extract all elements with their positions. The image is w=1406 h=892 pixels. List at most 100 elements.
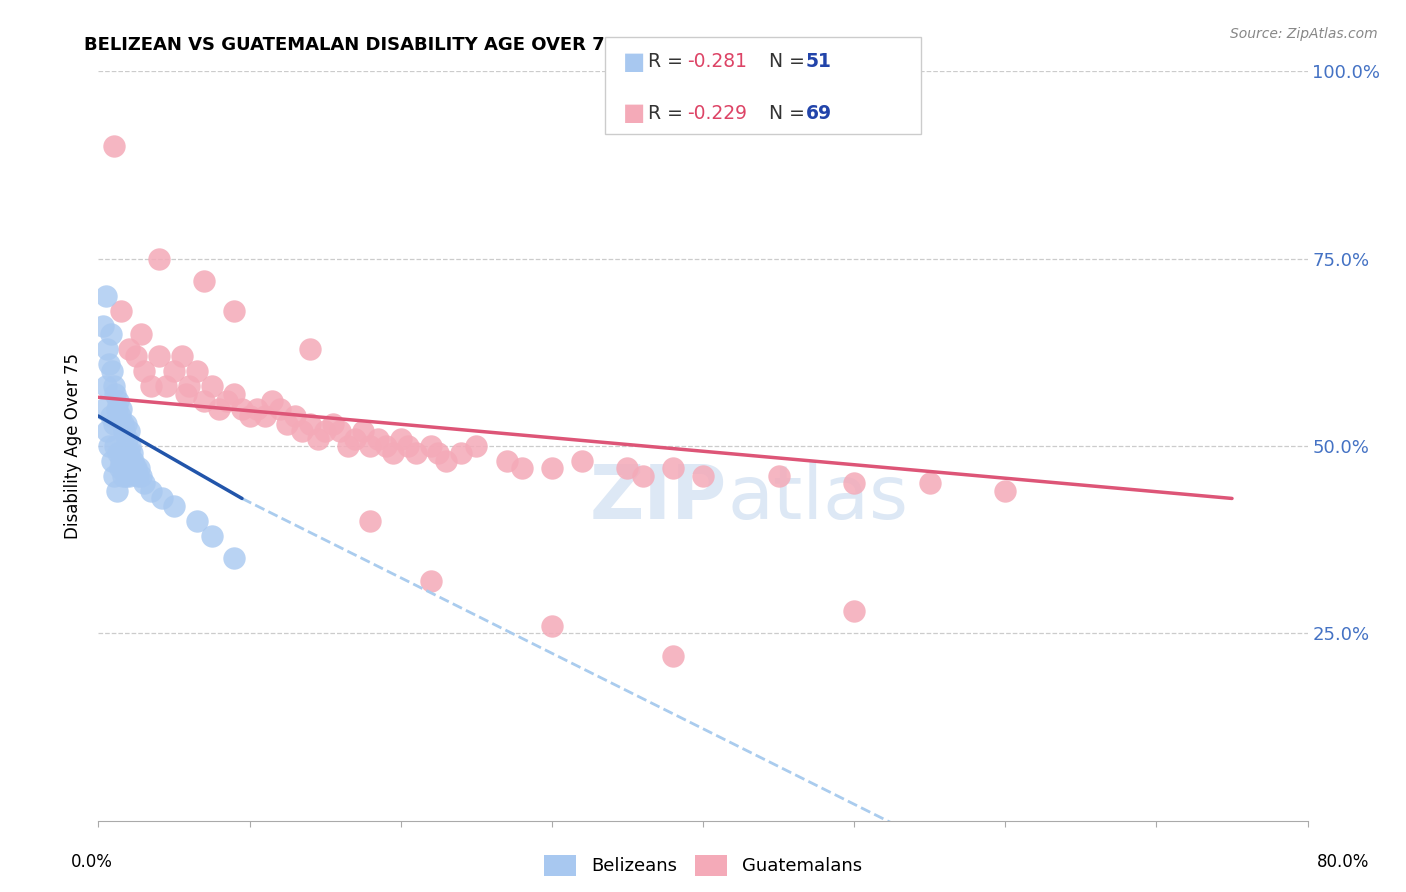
Point xyxy=(450,446,472,460)
Point xyxy=(118,424,141,438)
Point xyxy=(98,439,121,453)
Point xyxy=(616,461,638,475)
Point xyxy=(661,461,683,475)
Point xyxy=(360,439,382,453)
Point xyxy=(262,394,284,409)
Point xyxy=(132,364,155,378)
Point xyxy=(127,469,149,483)
Point xyxy=(231,401,253,416)
Point xyxy=(193,274,215,288)
Point xyxy=(103,139,125,153)
Point xyxy=(367,432,389,446)
Point xyxy=(631,469,654,483)
Point xyxy=(108,409,131,423)
Point xyxy=(93,401,115,416)
Point xyxy=(186,364,208,378)
Point xyxy=(141,483,163,498)
Point xyxy=(115,461,138,475)
Point xyxy=(374,439,396,453)
Point xyxy=(215,394,238,409)
Point xyxy=(540,461,562,475)
Point xyxy=(322,417,344,431)
Point xyxy=(571,454,593,468)
Point xyxy=(128,461,150,475)
Point xyxy=(352,424,374,438)
Point xyxy=(132,476,155,491)
Point xyxy=(540,619,562,633)
Point xyxy=(329,424,352,438)
Point xyxy=(246,401,269,416)
Point xyxy=(201,379,224,393)
Point xyxy=(336,439,359,453)
Point xyxy=(94,289,117,303)
Point xyxy=(98,357,121,371)
Point xyxy=(155,379,177,393)
Point xyxy=(174,386,197,401)
Text: ZIP: ZIP xyxy=(591,462,727,535)
Point xyxy=(148,252,170,266)
Point xyxy=(269,401,291,416)
Point xyxy=(107,446,129,460)
Point xyxy=(208,401,231,416)
Point xyxy=(163,499,186,513)
Text: BELIZEAN VS GUATEMALAN DISABILITY AGE OVER 75 CORRELATION CHART: BELIZEAN VS GUATEMALAN DISABILITY AGE OV… xyxy=(84,36,839,54)
Point xyxy=(125,349,148,363)
Point xyxy=(118,469,141,483)
Point xyxy=(844,604,866,618)
Point xyxy=(122,454,145,468)
Point xyxy=(105,401,128,416)
Point xyxy=(434,454,457,468)
Point xyxy=(129,326,152,341)
Point xyxy=(107,394,129,409)
Point xyxy=(420,439,443,453)
Point xyxy=(103,379,125,393)
Point xyxy=(299,417,322,431)
Point xyxy=(110,304,132,318)
Point xyxy=(284,409,307,423)
Point xyxy=(91,319,114,334)
Point xyxy=(100,326,122,341)
Point xyxy=(120,439,142,453)
Point xyxy=(163,364,186,378)
Point xyxy=(118,342,141,356)
Text: N =: N = xyxy=(769,52,811,71)
Point xyxy=(344,432,367,446)
Point xyxy=(94,379,117,393)
Point xyxy=(360,514,382,528)
Text: R =: R = xyxy=(648,103,689,123)
Point xyxy=(420,574,443,588)
Point xyxy=(307,432,329,446)
Point xyxy=(105,483,128,498)
Point xyxy=(396,439,419,453)
Point xyxy=(103,469,125,483)
Point xyxy=(103,417,125,431)
Point xyxy=(291,424,314,438)
Point xyxy=(129,469,152,483)
Point xyxy=(114,417,136,431)
Point xyxy=(114,469,136,483)
Point xyxy=(314,424,336,438)
Point xyxy=(844,476,866,491)
Point xyxy=(389,432,412,446)
Point xyxy=(510,461,533,475)
Y-axis label: Disability Age Over 75: Disability Age Over 75 xyxy=(65,353,83,539)
Point xyxy=(124,461,146,475)
Text: R =: R = xyxy=(648,52,689,71)
Legend: Belizeans, Guatemalans: Belizeans, Guatemalans xyxy=(537,847,869,883)
Text: atlas: atlas xyxy=(727,462,908,535)
Point xyxy=(495,454,517,468)
Point xyxy=(111,417,134,431)
Point xyxy=(186,514,208,528)
Point xyxy=(224,386,246,401)
Point xyxy=(101,364,124,378)
Point xyxy=(276,417,298,431)
Point xyxy=(239,409,262,423)
Point xyxy=(101,454,124,468)
Point xyxy=(96,424,118,438)
Text: ■: ■ xyxy=(623,102,645,125)
Point xyxy=(692,469,714,483)
Point xyxy=(382,446,405,460)
Point xyxy=(465,439,488,453)
Text: 69: 69 xyxy=(806,103,832,123)
Text: Source: ZipAtlas.com: Source: ZipAtlas.com xyxy=(1230,27,1378,41)
